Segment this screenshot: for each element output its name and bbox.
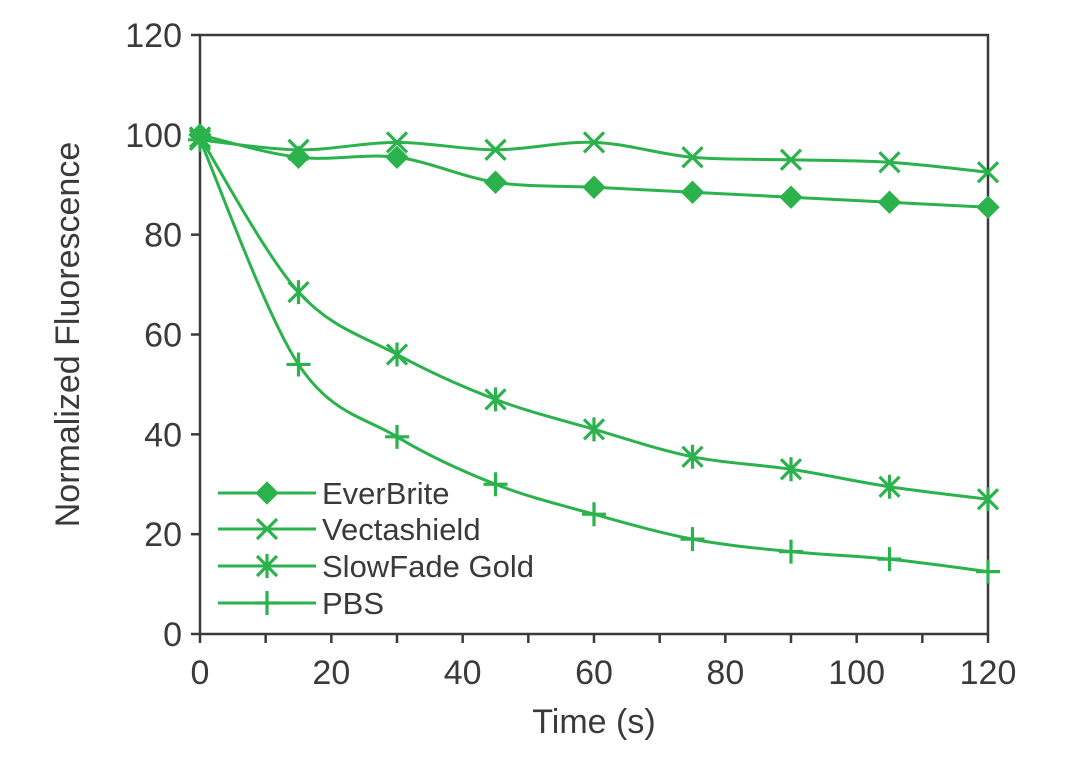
legend-label: PBS	[322, 586, 384, 621]
legend-item: Vectashield	[218, 512, 481, 547]
asterisk-marker-icon	[255, 554, 279, 578]
x-tick-label: 0	[191, 654, 210, 692]
data-point	[680, 180, 705, 204]
data-point	[779, 457, 803, 482]
data-point	[976, 195, 1000, 219]
plot-area	[198, 33, 990, 636]
data-point	[976, 559, 1000, 584]
x-marker-icon	[255, 517, 279, 541]
data-point	[483, 170, 508, 194]
data-point	[385, 131, 409, 154]
data-point	[976, 161, 1000, 184]
data-point	[680, 527, 705, 552]
data-point	[286, 145, 311, 170]
y-axis-title: Normalized Fluorescence	[49, 142, 87, 528]
plot-border	[198, 33, 990, 636]
data-point	[976, 487, 1000, 512]
legend-item: PBS	[218, 586, 384, 621]
data-point	[385, 342, 409, 367]
data-point	[287, 138, 310, 161]
legend-label: Vectashield	[322, 512, 481, 547]
series-slowfade-gold	[188, 125, 1000, 512]
data-point	[484, 387, 507, 412]
data-point	[582, 131, 606, 154]
y-tick-label: 20	[144, 516, 182, 554]
data-point	[385, 145, 409, 170]
x-tick-label: 20	[312, 654, 350, 692]
data-point	[286, 352, 311, 377]
x-tick-label: 120	[960, 654, 1017, 692]
series-layer	[188, 123, 1000, 584]
data-point	[287, 280, 310, 305]
y-tick-label: 80	[144, 217, 182, 255]
series-vectashield	[188, 128, 1000, 184]
x-axis: 0 20 40 60 80 100 120	[191, 634, 1017, 692]
y-axis: 0 20 40 60 80 100 120	[125, 17, 200, 654]
data-point	[681, 444, 704, 469]
data-point	[878, 474, 901, 499]
y-tick-label: 0	[163, 616, 182, 654]
data-point	[779, 185, 803, 209]
series-pbs	[188, 127, 1000, 584]
data-point	[582, 502, 606, 527]
data-point	[484, 138, 507, 161]
x-tick-label: 100	[828, 654, 885, 692]
x-tick-label: 80	[706, 654, 744, 692]
x-axis-title: Time (s)	[532, 703, 655, 741]
data-point	[385, 424, 409, 449]
legend-label: SlowFade Gold	[322, 549, 534, 584]
series-everbrite	[188, 123, 1000, 219]
data-point	[582, 417, 606, 442]
data-point	[779, 148, 803, 171]
y-tick-label: 120	[125, 17, 182, 55]
y-tick-label: 60	[144, 317, 182, 355]
data-point	[582, 175, 606, 199]
x-tick-label: 60	[575, 654, 613, 692]
data-point	[877, 547, 902, 572]
legend-item: EverBrite	[218, 476, 449, 511]
y-tick-label: 40	[144, 416, 182, 454]
series-line	[199, 138, 989, 174]
legend-label: EverBrite	[322, 476, 449, 511]
x-tick-label: 40	[444, 654, 482, 692]
plus-marker-icon	[255, 591, 279, 615]
data-point	[877, 190, 902, 214]
diamond-marker-icon	[255, 481, 279, 505]
y-tick-label: 100	[125, 117, 182, 155]
data-point	[188, 127, 212, 152]
data-point	[779, 539, 803, 564]
data-point	[681, 146, 704, 169]
data-point	[878, 151, 901, 174]
data-point	[483, 472, 508, 497]
legend-item: SlowFade Gold	[218, 549, 534, 584]
